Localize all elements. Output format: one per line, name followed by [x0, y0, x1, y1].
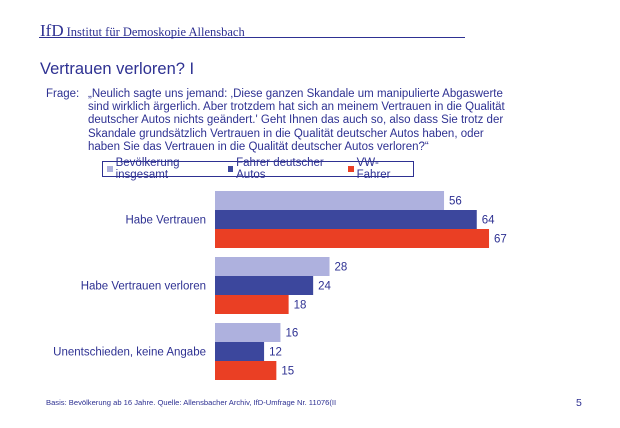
bar	[215, 229, 490, 248]
data-label: 64	[482, 215, 495, 227]
bar	[215, 323, 281, 342]
data-label: 12	[269, 347, 282, 359]
source-note: Basis: Bevölkerung ab 16 Jahre. Quelle: …	[46, 398, 337, 407]
data-label: 18	[294, 300, 307, 312]
data-label: 56	[449, 196, 462, 208]
legend-item: Fahrer deutscher Autos	[227, 157, 349, 181]
category-label: Unentschieden, keine Angabe	[53, 347, 206, 359]
legend-item: Bevölkerung insgesamt	[107, 157, 228, 181]
chart-legend: Bevölkerung insgesamt Fahrer deutscher A…	[102, 157, 414, 181]
header-rule	[39, 37, 465, 38]
data-label: 28	[335, 262, 348, 274]
data-label: 24	[318, 281, 331, 293]
institute-header: IfD Institut für Demoskopie Allensbach	[40, 21, 245, 41]
data-label: 16	[285, 328, 298, 340]
question-label: Frage:	[46, 88, 80, 100]
institute-name: Institut für Demoskopie Allensbach	[66, 25, 245, 39]
page-title: Vertrauen verloren? I	[40, 60, 195, 78]
question-text: „Neulich sagte uns jemand: ‚Diese ganzen…	[88, 88, 505, 153]
legend-swatch	[348, 166, 354, 172]
page-number: 5	[576, 397, 582, 409]
bar	[215, 257, 330, 276]
category-label: Habe Vertrauen	[125, 215, 206, 227]
legend-swatch	[107, 166, 113, 172]
bar	[215, 191, 445, 210]
data-label: 15	[281, 366, 294, 378]
bar	[215, 210, 477, 229]
category-label: Habe Vertrauen verloren	[81, 281, 206, 293]
bar	[215, 276, 314, 295]
ifd-logo: IfD	[40, 21, 64, 40]
bar	[215, 342, 265, 361]
legend-item: VW-Fahrer	[348, 157, 409, 181]
legend-label: Fahrer deutscher Autos	[236, 157, 324, 181]
legend-label: VW-Fahrer	[356, 157, 391, 181]
bar	[215, 361, 277, 380]
legend-swatch	[227, 166, 234, 172]
data-label: 67	[494, 234, 507, 246]
legend-label: Bevölkerung insgesamt	[115, 157, 180, 181]
bar	[215, 295, 289, 314]
